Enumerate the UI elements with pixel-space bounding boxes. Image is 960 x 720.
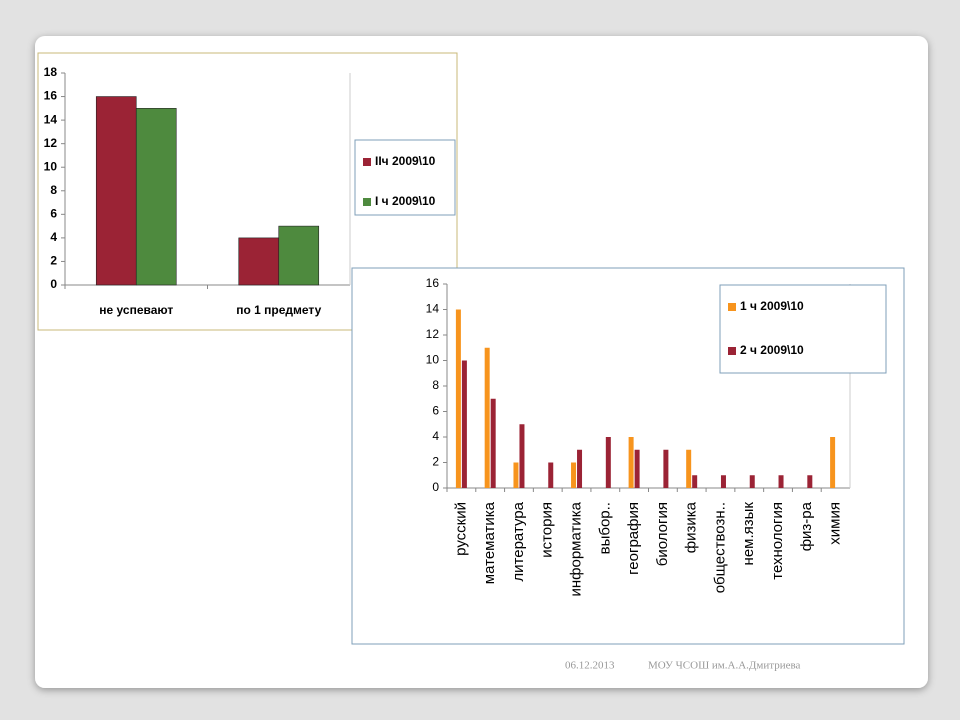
x-tick-label: химия [827, 502, 844, 545]
bar [571, 462, 577, 488]
bar [634, 449, 640, 488]
y-tick-label: 12 [426, 327, 440, 341]
bar [807, 475, 813, 488]
y-tick-label: 4 [432, 429, 439, 443]
y-tick-label: 10 [44, 159, 58, 173]
x-tick-label: физ-ра [798, 501, 815, 551]
y-tick-label: 2 [432, 455, 439, 469]
x-tick-label: выбор.. [596, 502, 613, 554]
x-tick-label: физика [683, 501, 700, 553]
bar [95, 96, 137, 286]
footer-date: 06.12.2013 [565, 660, 615, 672]
y-tick-label: 0 [432, 480, 439, 494]
legend-label: IIч 2009\10 [375, 154, 436, 168]
legend-swatch [728, 303, 736, 311]
footer-org: МОУ ЧСОШ им.А.А.Дмитриева [648, 660, 801, 672]
bar [519, 424, 525, 488]
x-tick-label: не успевают [99, 303, 173, 317]
y-tick-label: 8 [50, 183, 57, 197]
y-tick-label: 16 [44, 89, 58, 103]
legend-label: 1 ч 2009\10 [740, 299, 804, 313]
bar [238, 237, 280, 286]
x-tick-label: математика [481, 501, 498, 584]
x-tick-label: география [625, 502, 642, 575]
x-tick-label: технология [769, 502, 786, 580]
bar [605, 437, 611, 488]
charts: 0 2 4 6 8 10 12 14 16 18 не успевают по 1 предмету I… [44, 65, 887, 597]
y-tick-label: 18 [44, 65, 58, 79]
bar [577, 449, 583, 488]
x-tick-label: литература [510, 501, 527, 581]
bar [513, 462, 519, 488]
y-tick-label: 4 [50, 230, 57, 244]
bar [490, 398, 496, 488]
legend-swatch [728, 347, 736, 355]
y-tick-label: 14 [44, 112, 58, 126]
y-tick-label: 6 [50, 207, 57, 221]
x-tick-label: по 1 предмету [236, 303, 321, 317]
y-tick-label: 12 [44, 136, 58, 150]
y-tick-label: 14 [426, 302, 440, 316]
bar [628, 437, 634, 488]
x-tick-label: история [539, 502, 556, 558]
bar [455, 309, 461, 488]
bar [278, 225, 320, 286]
bar [778, 475, 784, 488]
x-tick-label: русский [452, 502, 469, 556]
x-tick-label: биология [654, 502, 671, 566]
legend-box [354, 139, 456, 216]
bar [749, 475, 755, 488]
y-tick-label: 2 [50, 254, 57, 268]
bar [548, 462, 554, 488]
y-tick-label: 0 [50, 277, 57, 291]
legend-box [719, 284, 887, 374]
bar [663, 449, 669, 488]
y-tick-label: 16 [426, 276, 440, 290]
legend-swatch [363, 198, 371, 206]
y-tick-label: 6 [432, 404, 439, 418]
bar [135, 108, 177, 286]
bar [686, 449, 692, 488]
bar [830, 437, 836, 488]
x-tick-label: обществозн.. [711, 502, 728, 593]
bar [692, 475, 698, 488]
x-tick-label: нем.язык [740, 502, 757, 566]
legend-swatch [363, 158, 371, 166]
legend-label: 2 ч 2009\10 [740, 343, 804, 357]
y-tick-label: 10 [426, 353, 440, 367]
y-tick-label: 8 [432, 378, 439, 392]
legend-label: I ч 2009\10 [375, 194, 436, 208]
bar [461, 360, 467, 488]
bar [720, 475, 726, 488]
bar [484, 347, 490, 488]
x-tick-label: информатика [568, 501, 585, 596]
